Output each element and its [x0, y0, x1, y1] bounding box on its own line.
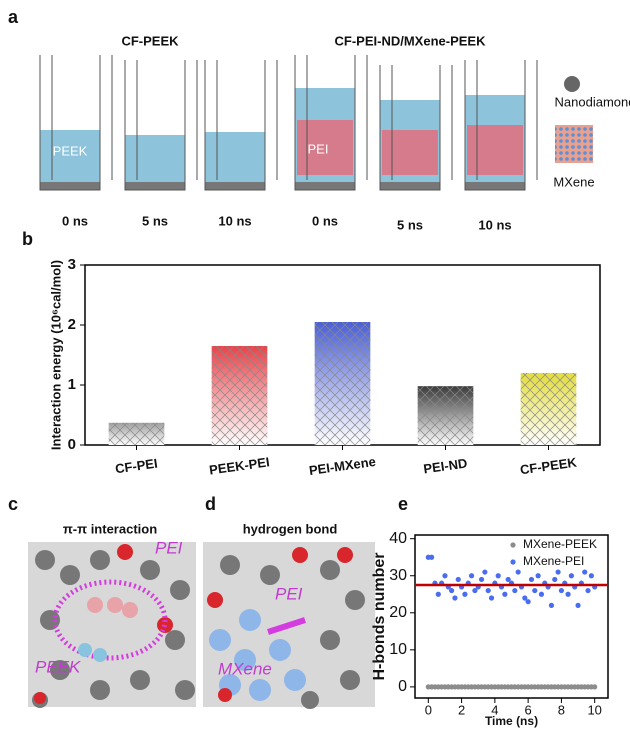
point: [449, 587, 455, 594]
y-tick-label: 2: [68, 316, 76, 333]
group-title: CF-PEI-ND/MXene-PEEK: [335, 33, 487, 48]
time-label: 5 ns: [397, 217, 423, 232]
point: [585, 587, 591, 594]
bar-hatch: [417, 386, 474, 445]
x-tick-label: 2: [458, 702, 465, 717]
legend-label: MXene: [553, 174, 594, 189]
point: [455, 576, 461, 583]
molecule-tag: PEEK: [35, 657, 81, 676]
point: [488, 595, 495, 601]
point: [575, 602, 581, 608]
plot-frame: [414, 534, 609, 699]
y-axis-label: H-bonds number: [371, 553, 388, 681]
time-label: 10 ns: [478, 217, 511, 232]
panel-title: hydrogen bond: [243, 521, 338, 536]
point: [535, 573, 541, 579]
time-labels: 0 ns 5 ns 10 ns 0 ns 5 ns 10 ns: [62, 213, 512, 232]
panel-title: π-π interaction: [63, 521, 157, 536]
legend-label: MXene-PEI: [523, 554, 584, 568]
point: [525, 599, 531, 605]
panel-label: c: [8, 494, 18, 514]
time-label: 5 ns: [142, 213, 168, 228]
point: [582, 569, 588, 575]
point: [538, 591, 545, 597]
bar-hatch: [520, 373, 577, 445]
point: [472, 587, 478, 594]
point: [565, 591, 571, 597]
point: [552, 576, 558, 583]
point: [558, 587, 565, 594]
x-tick-label: PEEK-PEI: [208, 454, 270, 477]
panel-label: a: [8, 7, 19, 27]
y-tick-label: 1: [68, 376, 76, 393]
point: [568, 573, 574, 579]
point: [478, 576, 485, 583]
point: [555, 569, 561, 575]
point: [532, 587, 538, 594]
point: [548, 602, 555, 608]
x-axis-label: Time (ns): [485, 714, 538, 728]
box-label: PEEK: [53, 143, 88, 158]
molecule-tag: MXene: [218, 659, 272, 678]
point: [452, 595, 458, 601]
point: [528, 576, 535, 583]
point: [429, 554, 435, 560]
time-label: 0 ns: [62, 213, 88, 228]
nanodiamond-icon: [564, 76, 580, 92]
group-title: CF-PEEK: [121, 33, 179, 48]
point: [515, 569, 521, 575]
molecule-image: [203, 542, 375, 709]
legend-label: Nanodiamond: [555, 94, 630, 109]
point: [435, 591, 441, 597]
time-label: 10 ns: [218, 213, 251, 228]
y-tick-label: 20: [389, 604, 407, 621]
x-tick-label: 4: [491, 702, 498, 717]
bar-hatch: [211, 346, 268, 445]
x-tick-label: PEI-MXene: [308, 454, 377, 478]
legend-label: MXene-PEEK: [523, 537, 597, 551]
y-axis-label: Interaction energy (10⁶cal/mol): [48, 260, 63, 450]
point: [442, 573, 448, 579]
x-tick-label: 10: [587, 702, 601, 717]
panel-label: e: [398, 494, 408, 514]
x-tick-label: PEI-ND: [422, 455, 468, 476]
panel-label: d: [205, 494, 216, 514]
point: [485, 587, 491, 594]
y-tick-label: 40: [389, 530, 407, 547]
point: [522, 595, 528, 601]
point: [505, 576, 511, 583]
x-tick-label: CF-PEEK: [519, 454, 578, 477]
x-tick-label: CF-PEI: [114, 456, 158, 477]
legend-marker: [510, 559, 516, 565]
point: [588, 573, 594, 579]
bar-hatch: [314, 322, 371, 445]
y-tick-label: 10: [389, 641, 407, 658]
molecule-tag: PEI: [275, 584, 303, 603]
legend-marker: [510, 542, 516, 548]
md-boxes: [39, 55, 538, 191]
x-tick-label: 0: [425, 702, 432, 717]
x-tick-label: 8: [558, 702, 565, 717]
panel-label: b: [22, 229, 33, 249]
mxene-icon: [555, 125, 593, 163]
y-tick-label: 30: [389, 567, 407, 584]
point: [512, 587, 518, 594]
time-label: 0 ns: [312, 213, 338, 228]
x-tick-label: 6: [525, 702, 532, 717]
molecule-tag: PEI: [155, 538, 183, 557]
point: [482, 569, 488, 575]
point: [592, 684, 598, 690]
y-tick-label: 0: [68, 436, 76, 453]
molecule-image: [28, 542, 196, 708]
y-tick-label: 0: [398, 678, 407, 695]
point: [462, 591, 468, 597]
box-label: PEI: [308, 141, 329, 156]
bar-hatch: [108, 422, 165, 445]
y-tick-label: 3: [68, 256, 76, 273]
point: [495, 573, 501, 579]
point: [502, 591, 508, 597]
point: [468, 573, 475, 579]
